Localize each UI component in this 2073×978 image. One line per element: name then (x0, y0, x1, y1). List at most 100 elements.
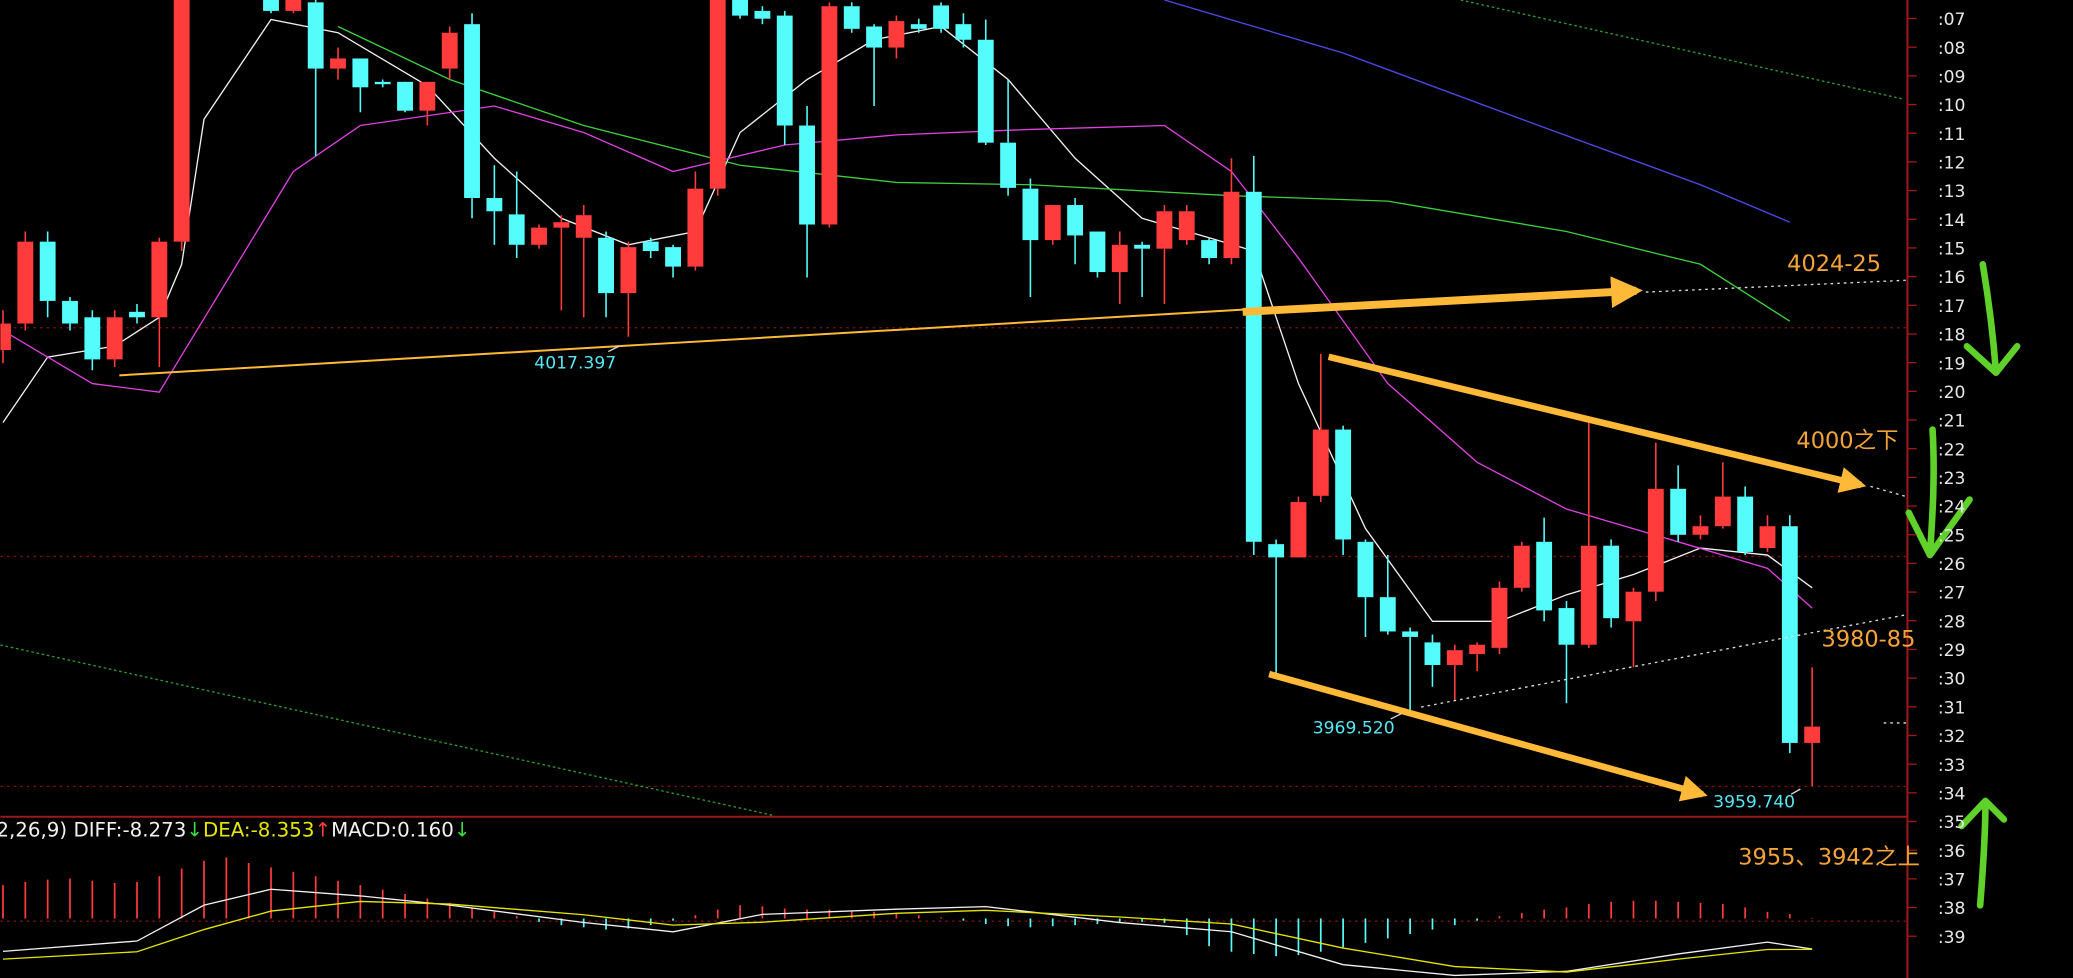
right-label: :16 (1938, 268, 1966, 288)
candle-body (732, 0, 748, 16)
right-label: :32 (1938, 727, 1966, 747)
candle-body (1692, 526, 1709, 535)
candle-body (531, 227, 547, 245)
candle-body (821, 6, 838, 225)
candle-body (173, 0, 190, 242)
candle-body (642, 241, 659, 252)
right-label: :14 (1938, 211, 1966, 231)
candle-body (84, 317, 101, 360)
macd-header: 2,26,9) DIFF:-8.273↓DEA:-8.353↑MACD:0.16… (0, 819, 470, 842)
right-label: :36 (1938, 842, 1966, 862)
candle-body (1714, 496, 1731, 527)
candle-body (1134, 244, 1151, 249)
right-label: :23 (1938, 469, 1966, 489)
candle-body (866, 26, 883, 48)
line-series (2, 888, 1813, 977)
line-series (2, 900, 1813, 973)
price-label: 3969.520 (1313, 719, 1395, 739)
right-label: :12 (1938, 154, 1966, 174)
candle-body (17, 241, 34, 324)
right-label: :34 (1938, 784, 1966, 804)
candle-body (843, 6, 860, 29)
candle-body (508, 214, 525, 245)
candle-body (352, 58, 369, 88)
candle-body (39, 241, 56, 301)
price-label: 4017.397 (534, 354, 616, 374)
candle-body (0, 323, 11, 351)
candle-body (1625, 591, 1642, 622)
right-label: :31 (1938, 698, 1966, 718)
candle-body (910, 24, 927, 29)
candle-body (1245, 191, 1262, 542)
right-label: :19 (1938, 354, 1966, 374)
candle-body (1737, 496, 1754, 552)
candle-body (776, 15, 793, 126)
candle-body (799, 125, 815, 225)
candle-body (1379, 597, 1396, 632)
right-label: :30 (1938, 670, 1966, 690)
arrow (1268, 670, 1708, 802)
candle-body (1022, 188, 1039, 241)
candle-body (1178, 211, 1195, 241)
line-series (2, 105, 1813, 609)
candle-body (1223, 191, 1240, 259)
candle-body (486, 198, 503, 212)
candle-body (1111, 244, 1128, 273)
right-label: :37 (1938, 870, 1966, 890)
candle-body (687, 188, 704, 267)
candle-body (330, 58, 346, 69)
right-label: :17 (1938, 297, 1966, 317)
annotation: 3955、3942之上 (1738, 844, 1920, 870)
candle-body (441, 32, 458, 69)
candle-body (1290, 502, 1307, 558)
annotation: 4024-25 (1787, 251, 1881, 277)
macd-panel (2, 857, 1814, 977)
candle-body (1424, 642, 1441, 665)
right-label: :09 (1938, 67, 1966, 87)
candle-body (1804, 726, 1821, 743)
candle-body (598, 237, 614, 294)
support-line (119, 308, 1250, 377)
candle-body (1469, 644, 1486, 655)
candle-body (1312, 429, 1329, 496)
candle-body (106, 317, 123, 360)
header-part: 2,26,9) DIFF:-8.273 (0, 819, 186, 842)
candle-body (1000, 142, 1017, 188)
right-labels: :07:08:09:10:11:12:13:14:15:16:17:18:19:… (1907, 10, 1965, 948)
candle-body (1536, 541, 1553, 611)
candle-body (1580, 545, 1597, 645)
candle-body (1402, 631, 1419, 637)
candle-body (151, 241, 168, 318)
right-label: :28 (1938, 612, 1966, 632)
candle-body (553, 222, 570, 228)
candle-body (955, 24, 972, 40)
right-label: :29 (1938, 641, 1966, 661)
right-label: :27 (1938, 584, 1966, 604)
candle-body (1603, 545, 1620, 619)
candle-body (665, 247, 681, 267)
candle-body (1201, 240, 1218, 259)
right-label: :26 (1938, 555, 1966, 575)
header-part: DEA:-8.353 (203, 819, 315, 842)
trendline (1645, 279, 1908, 293)
right-label: :18 (1938, 326, 1966, 346)
candle-body (1156, 211, 1173, 249)
right-label: :13 (1938, 182, 1966, 202)
candle-body (62, 300, 78, 324)
candle-body (1491, 587, 1508, 648)
up-arrow (1958, 797, 2008, 909)
trendline (1460, 0, 1904, 100)
candle-body (1781, 526, 1798, 743)
candle-body (1759, 526, 1776, 549)
line-series (1164, 0, 1791, 223)
hand-arrows (1905, 261, 2021, 909)
candle-body (1357, 541, 1374, 598)
candle-body (374, 81, 391, 85)
price-label: 3959.740 (1713, 793, 1795, 813)
candle-body (1268, 544, 1285, 558)
candle-body (1647, 488, 1664, 592)
candle-body (1513, 545, 1530, 588)
candle-body (1558, 608, 1575, 645)
